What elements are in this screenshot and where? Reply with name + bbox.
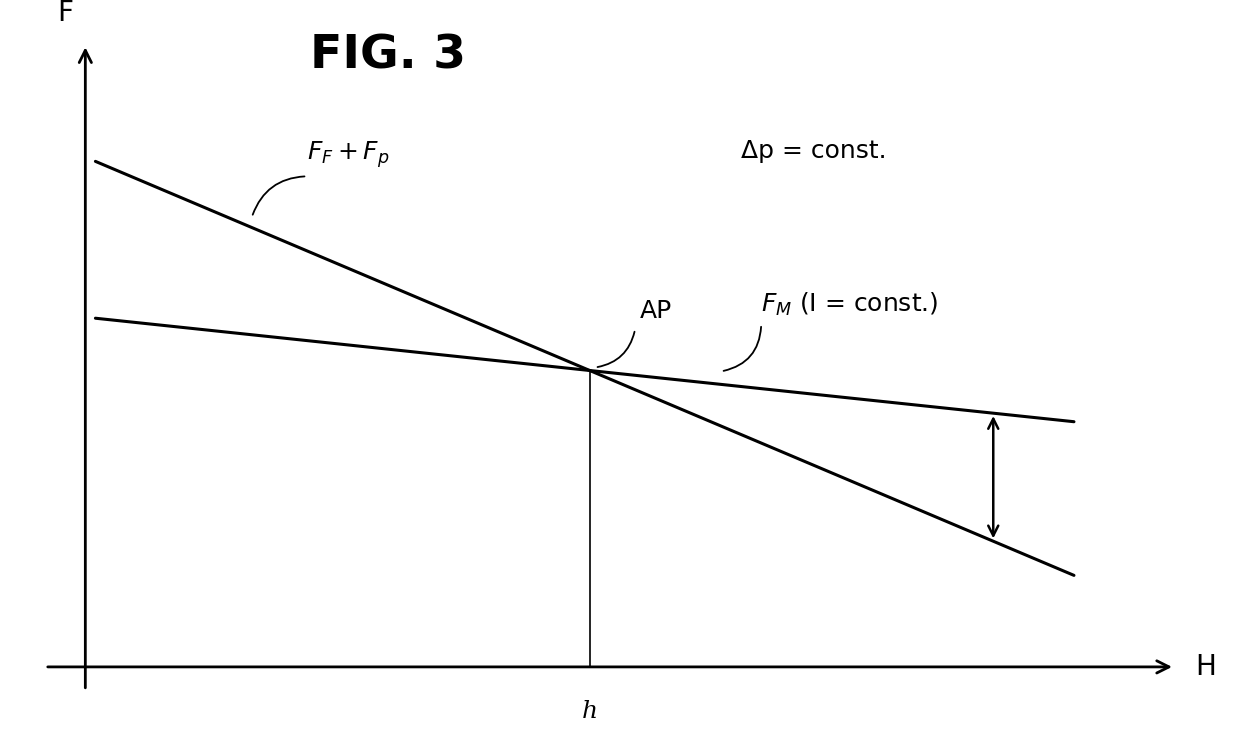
Text: $F_M$ (I = const.): $F_M$ (I = const.) (761, 291, 939, 318)
Text: Δp = const.: Δp = const. (742, 139, 887, 163)
Text: FIG. 3: FIG. 3 (310, 34, 466, 79)
Text: F: F (57, 0, 73, 27)
Text: $F_F + F_p$: $F_F + F_p$ (308, 139, 389, 170)
Text: h: h (582, 700, 598, 722)
Text: H: H (1195, 653, 1216, 681)
Text: AP: AP (640, 299, 672, 323)
